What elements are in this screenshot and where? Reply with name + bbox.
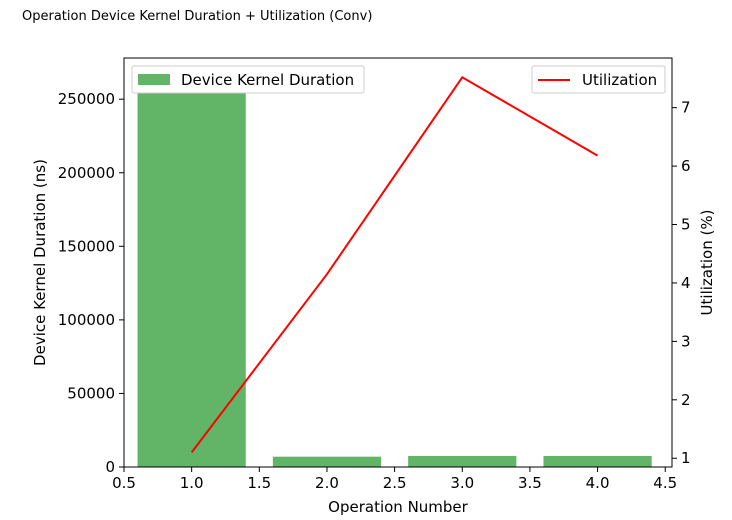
legend-line-box <box>531 65 666 94</box>
plot-frame <box>123 57 673 468</box>
y-right-axis-label: Utilization (%) <box>698 210 716 316</box>
y-left-tick-label: 100000 <box>58 311 115 329</box>
x-axis-label: Operation Number <box>328 498 469 516</box>
legend-line-label: Utilization <box>582 71 657 89</box>
bar-1 <box>137 71 246 468</box>
x-tick-label: 2.0 <box>315 474 339 492</box>
bars-layer <box>137 71 652 468</box>
bar-3 <box>408 455 517 467</box>
y-right-tick-label: 3 <box>681 332 691 350</box>
y-left-axis-label: Device Kernel Duration (ns) <box>31 159 49 366</box>
y-right-tick-label: 4 <box>681 274 691 292</box>
y-right-tick-label: 5 <box>681 216 691 234</box>
y-right-tick-label: 2 <box>681 391 691 409</box>
x-axis: 0.5 1.0 1.5 2.0 2.5 3.0 3.5 4.0 4.5 <box>112 467 677 492</box>
y-right-tick-label: 6 <box>681 157 691 175</box>
y-left-tick-label: 200000 <box>58 164 115 182</box>
y-left-tick-label: 250000 <box>58 90 115 108</box>
x-tick-label: 1.0 <box>180 474 204 492</box>
x-tick-label: 3.5 <box>518 474 542 492</box>
x-tick-label: 4.0 <box>586 474 610 492</box>
legend-bars-box <box>131 65 365 94</box>
legend-bars-swatch <box>138 74 170 85</box>
x-tick-label: 0.5 <box>112 474 136 492</box>
x-tick-label: 3.0 <box>450 474 474 492</box>
utilization-line <box>190 75 599 453</box>
y-right-tick-label: 1 <box>681 449 691 467</box>
y-left-tick-label: 150000 <box>58 237 115 255</box>
x-tick-label: 4.5 <box>653 474 677 492</box>
y-right-tick-label: 7 <box>681 99 691 117</box>
y-left-tick-label: 0 <box>105 458 115 476</box>
bar-2 <box>272 456 382 467</box>
x-tick-label: 1.5 <box>247 474 271 492</box>
x-tick-label: 2.5 <box>383 474 407 492</box>
bar-4 <box>543 455 652 467</box>
line-layer <box>190 75 599 453</box>
y-left-axis: 0 50000 100000 150000 200000 250000 <box>58 90 124 476</box>
legend-bars: Device Kernel Duration <box>131 65 365 94</box>
y-left-tick-label: 50000 <box>67 384 115 402</box>
legend-bars-label: Device Kernel Duration <box>181 71 354 89</box>
y-right-axis: 1 2 3 4 5 6 7 <box>672 99 691 467</box>
legend-line: Utilization <box>531 65 666 94</box>
page-title: Operation Device Kernel Duration + Utili… <box>22 9 373 24</box>
